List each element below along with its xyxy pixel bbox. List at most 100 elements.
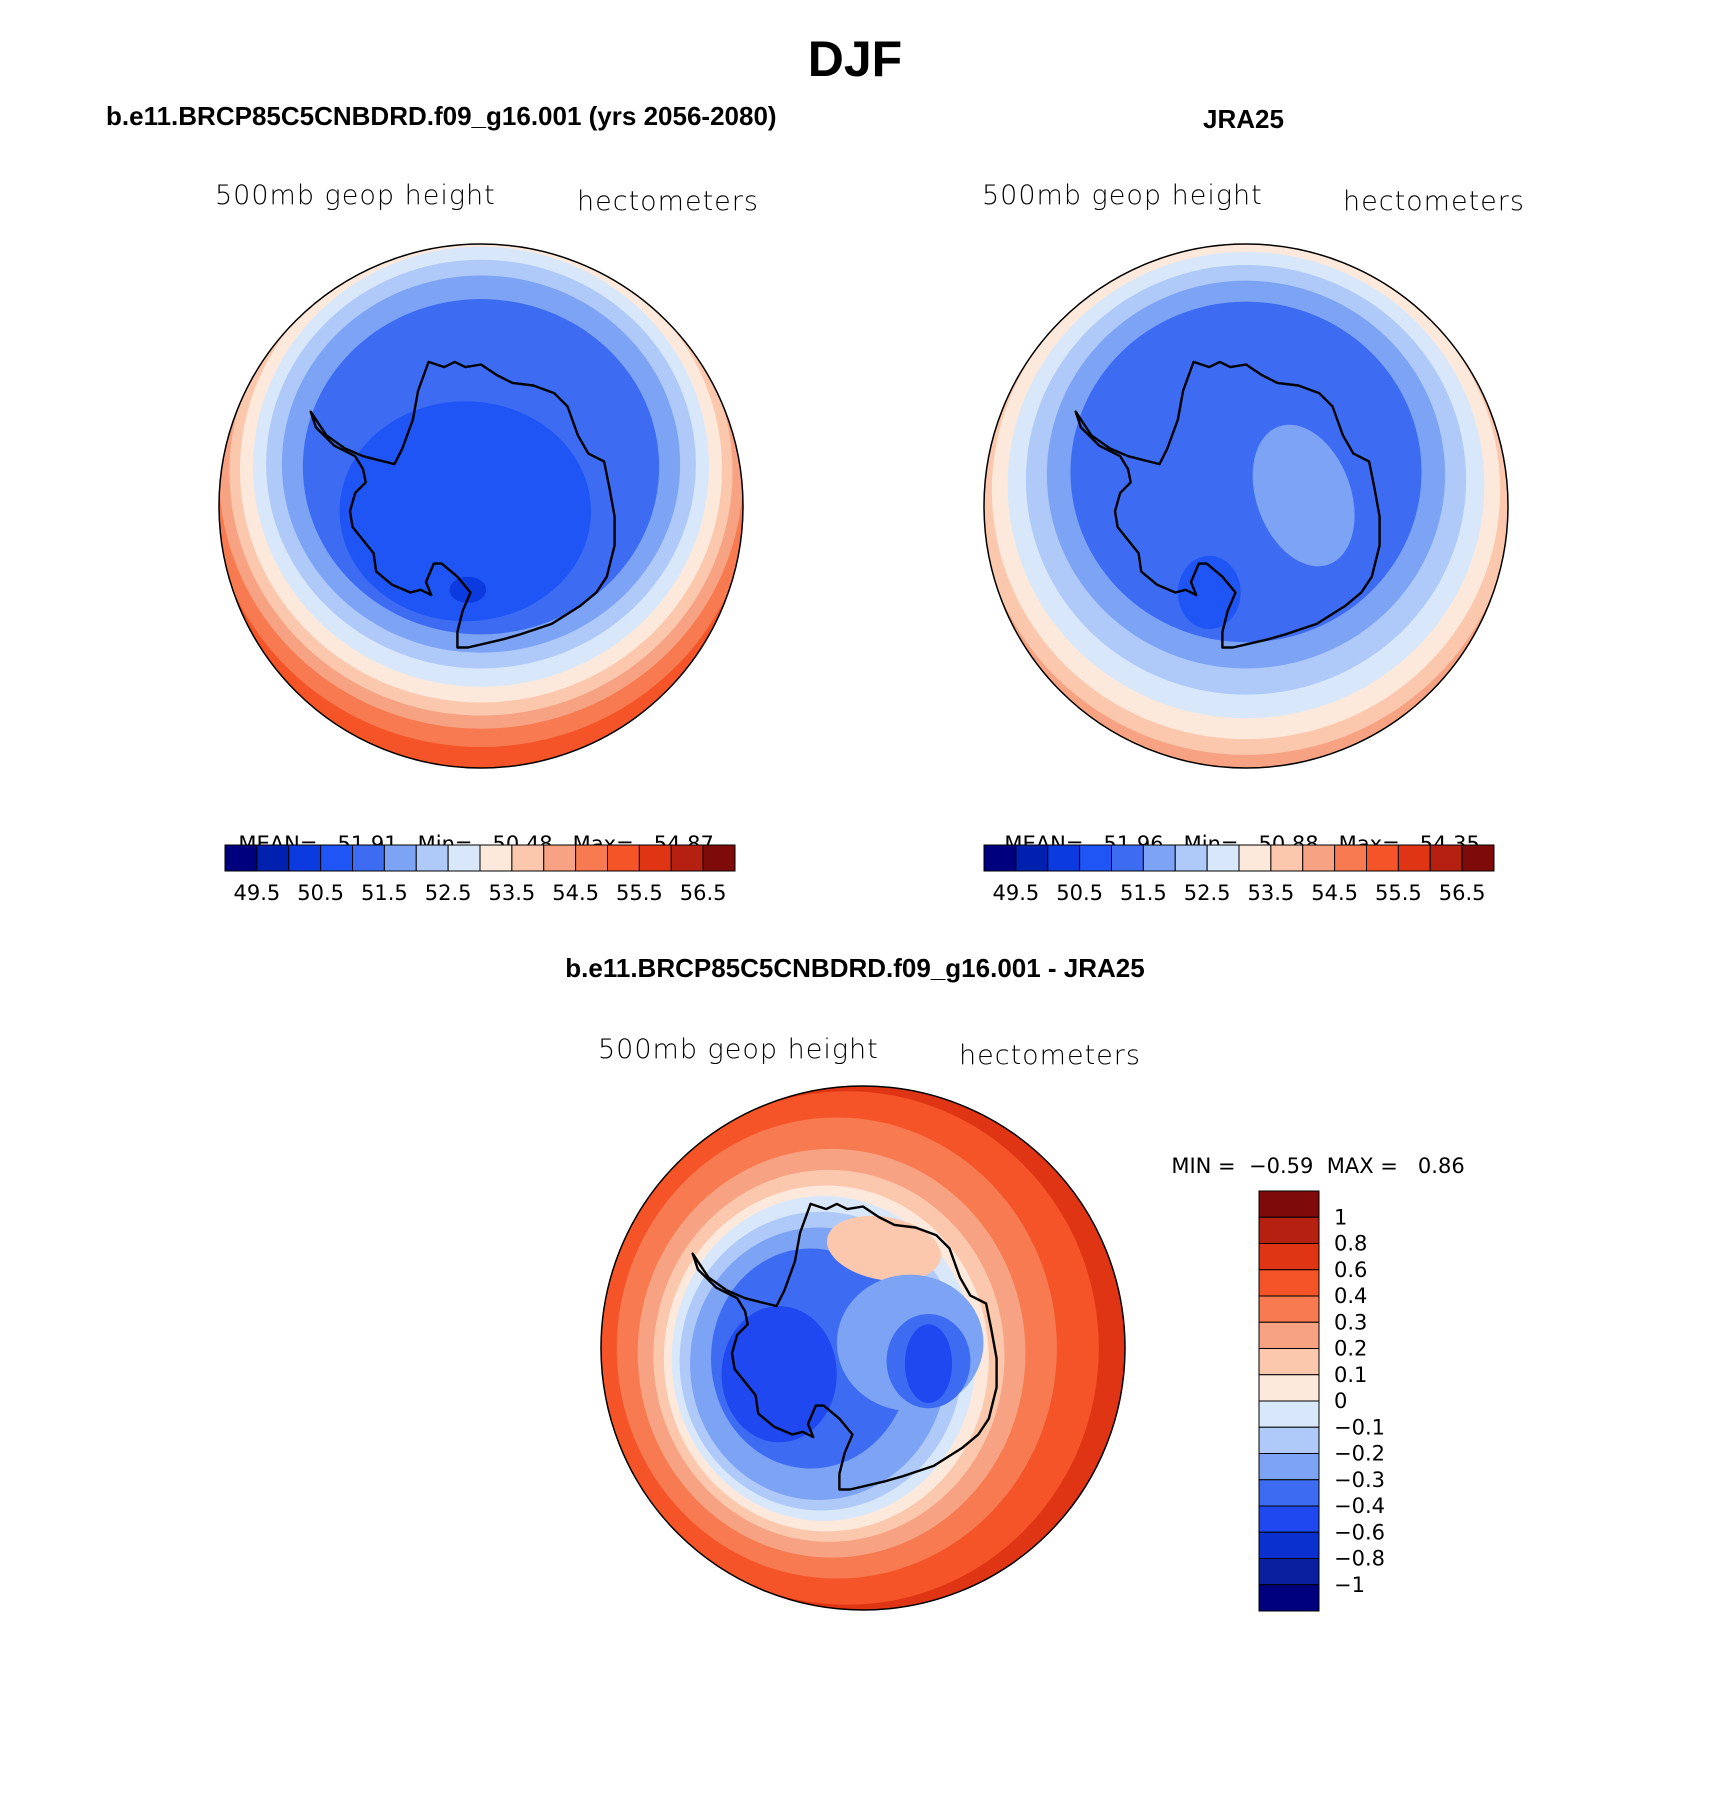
colorbar-box: [256, 844, 290, 872]
colorbar-box: [1258, 1531, 1320, 1559]
colorbar-box: [1461, 844, 1495, 872]
colorbar-box: [1258, 1321, 1320, 1349]
colorbar-box: [1142, 844, 1176, 872]
colorbar-box: [1258, 1558, 1320, 1586]
colorbar-tick-label: 51.5: [361, 881, 408, 905]
colorbar-box: [983, 844, 1017, 872]
colorbar-tick-label: 0.8: [1334, 1232, 1367, 1256]
colorbar-box: [1258, 1400, 1320, 1428]
diff-max-value: 0.86: [1417, 1154, 1465, 1178]
colorbar-box: [1366, 844, 1399, 872]
colorbar-box: [1258, 1190, 1320, 1218]
colorbar-box: [1258, 1216, 1320, 1244]
colorbar-box: [1206, 844, 1240, 872]
colorbar-tick-label: 53.5: [1247, 881, 1294, 905]
colorbar-box: [1258, 1453, 1320, 1481]
colorbar-box: [575, 844, 608, 872]
diff-panel-title: b.e11.BRCP85C5CNBDRD.f09_g16.001 - JRA25: [565, 953, 1145, 983]
colorbar-tick-label: −0.2: [1334, 1442, 1385, 1466]
colorbar-tick-label: 1: [1334, 1205, 1347, 1229]
colorbar-box: [1429, 844, 1463, 872]
diff-stats: MIN = −0.59 MAX = 0.86: [1158, 1130, 1465, 1178]
diff-max-label: MAX =: [1326, 1154, 1398, 1178]
model-colorbar: 49.5 50.5 51.5 52.5 53.5 54.5 55.5 56.5: [224, 844, 736, 905]
diff-variable-label: 500mb geop height: [598, 1034, 879, 1065]
diff-polar-map: [600, 1085, 1126, 1611]
model-units-label: hectometers: [577, 186, 759, 217]
colorbar-box: [1258, 1269, 1320, 1297]
colorbar-box: [320, 844, 353, 872]
colorbar-box: [511, 844, 545, 872]
main-title: DJF: [807, 31, 903, 87]
colorbar-box: [1258, 1584, 1320, 1612]
colorbar-box: [1258, 1348, 1320, 1376]
colorbar-tick-label: 0.1: [1334, 1363, 1367, 1387]
colorbar-tick-label: 55.5: [1375, 881, 1422, 905]
colorbar-tick-label: 50.5: [297, 881, 344, 905]
obs-colorbar: 49.5 50.5 51.5 52.5 53.5 54.5 55.5 56.5: [983, 844, 1495, 905]
colorbar-box: [1258, 1295, 1320, 1323]
colorbar-tick-label: 49.5: [992, 881, 1039, 905]
colorbar-box: [1270, 844, 1304, 872]
colorbar-box: [1258, 1243, 1320, 1271]
colorbar-tick-label: 56.5: [680, 881, 727, 905]
colorbar-box: [1302, 844, 1336, 872]
colorbar-tick-label: 0.6: [1334, 1258, 1367, 1282]
colorbar-tick-label: −1: [1334, 1573, 1365, 1597]
obs-units-label: hectometers: [1343, 186, 1525, 217]
colorbar-tick-label: −0.3: [1334, 1468, 1385, 1492]
obs-polar-map: [983, 243, 1509, 769]
colorbar-box: [415, 844, 449, 872]
obs-panel-title: JRA25: [1203, 104, 1284, 134]
diff-colorbar: 1 0.80.60.40.3 0.20.10−0.1 −0.2−0.3−0.4−0.6…: [1258, 1190, 1385, 1612]
colorbar-box: [1015, 844, 1049, 872]
colorbar-tick-label: 54.5: [1311, 881, 1358, 905]
model-polar-map: [218, 243, 744, 769]
colorbar-box: [1174, 844, 1208, 872]
colorbar-tick-label: −0.4: [1334, 1494, 1385, 1518]
colorbar-tick-label: 54.5: [552, 881, 599, 905]
colorbar-tick-label: 0.4: [1334, 1284, 1367, 1308]
diff-min-value: −0.59: [1249, 1154, 1314, 1178]
diff-min-label: MIN =: [1171, 1154, 1236, 1178]
colorbar-tick-label: 0.2: [1334, 1337, 1367, 1361]
colorbar-tick-label: 0.3: [1334, 1310, 1367, 1334]
colorbar-box: [638, 844, 672, 872]
colorbar-box: [224, 844, 258, 872]
colorbar-box: [1047, 844, 1081, 872]
colorbar-box: [607, 844, 640, 872]
colorbar-box: [1111, 844, 1144, 872]
colorbar-box: [543, 844, 577, 872]
colorbar-box: [702, 844, 736, 872]
colorbar-box: [447, 844, 481, 872]
colorbar-box: [288, 844, 322, 872]
colorbar-tick-label: 0: [1334, 1389, 1347, 1413]
colorbar-box: [479, 844, 513, 872]
colorbar-tick-label: 56.5: [1439, 881, 1486, 905]
colorbar-tick-label: 49.5: [233, 881, 280, 905]
colorbar-box: [1258, 1479, 1320, 1507]
colorbar-tick-label: 50.5: [1056, 881, 1103, 905]
colorbar-tick-label: −0.1: [1334, 1415, 1385, 1439]
colorbar-tick-label: 52.5: [1184, 881, 1231, 905]
colorbar-box: [1238, 844, 1272, 872]
colorbar-box: [1079, 844, 1112, 872]
colorbar-box: [1397, 844, 1431, 872]
colorbar-tick-label: −0.8: [1334, 1547, 1385, 1571]
colorbar-tick-label: 55.5: [616, 881, 663, 905]
colorbar-box: [383, 844, 417, 872]
obs-variable-label: 500mb geop height: [982, 180, 1263, 211]
diff-units-label: hectometers: [959, 1040, 1141, 1071]
colorbar-box: [352, 844, 385, 872]
colorbar-box: [670, 844, 704, 872]
colorbar-box: [1258, 1374, 1320, 1402]
colorbar-box: [1334, 844, 1367, 872]
colorbar-tick-label: 52.5: [425, 881, 472, 905]
colorbar-box: [1258, 1505, 1320, 1533]
colorbar-tick-label: −0.6: [1334, 1520, 1385, 1544]
model-variable-label: 500mb geop height: [215, 180, 496, 211]
colorbar-tick-label: 51.5: [1120, 881, 1167, 905]
colorbar-tick-label: 53.5: [488, 881, 535, 905]
model-panel-title: b.e11.BRCP85C5CNBDRD.f09_g16.001 (yrs 20…: [106, 101, 777, 131]
